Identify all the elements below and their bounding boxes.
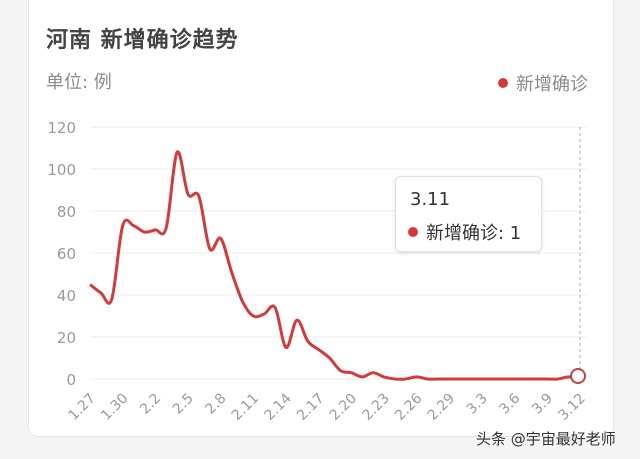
watermark: 头条 @宇宙最好老师 [476,430,616,448]
legend[interactable]: 新增确诊 [498,70,588,96]
x-tick-label: 2.8 [202,391,229,418]
x-tick-label: 2.20 [327,391,360,424]
x-tick-label: 2.17 [294,391,327,424]
y-tick-label: 120 [47,119,76,137]
y-tick-label: 60 [57,245,76,263]
unit-label: 单位: 例 [46,72,112,93]
x-tick-label: 1.30 [98,391,131,424]
x-tick-label: 3.9 [529,391,556,418]
x-tick-label: 2.26 [392,390,425,423]
y-tick-label: 100 [47,161,76,179]
x-tick-label: 3.3 [464,391,491,418]
y-tick-label: 80 [57,203,76,221]
x-tick-label: 2.2 [137,391,164,418]
series-line [89,150,581,381]
tooltip: 3.11 新增确诊: 1 [395,176,542,252]
y-tick-label: 20 [57,329,76,347]
x-tick-label: 2.11 [229,391,262,424]
tooltip-date: 3.11 [410,189,451,210]
x-tick-label: 3.12 [555,391,588,424]
y-tick-label: 0 [66,371,76,389]
x-tick-label: 2.14 [261,390,294,423]
legend-dot-icon [498,78,508,88]
tooltip-value: 新增确诊: 1 [426,223,522,244]
x-tick-label: 2.29 [425,391,458,424]
y-tick-label: 40 [57,287,76,305]
hover-point [570,368,586,384]
legend-label: 新增确诊 [516,74,588,95]
tooltip-dot-icon [408,227,418,237]
chart-title: 河南 新增确诊趋势 [46,28,239,53]
x-tick-label: 3.6 [496,390,523,417]
x-tick-label: 2.5 [170,391,197,418]
x-tick-label: 2.23 [359,391,392,424]
x-tick-label: 1.27 [65,391,98,424]
